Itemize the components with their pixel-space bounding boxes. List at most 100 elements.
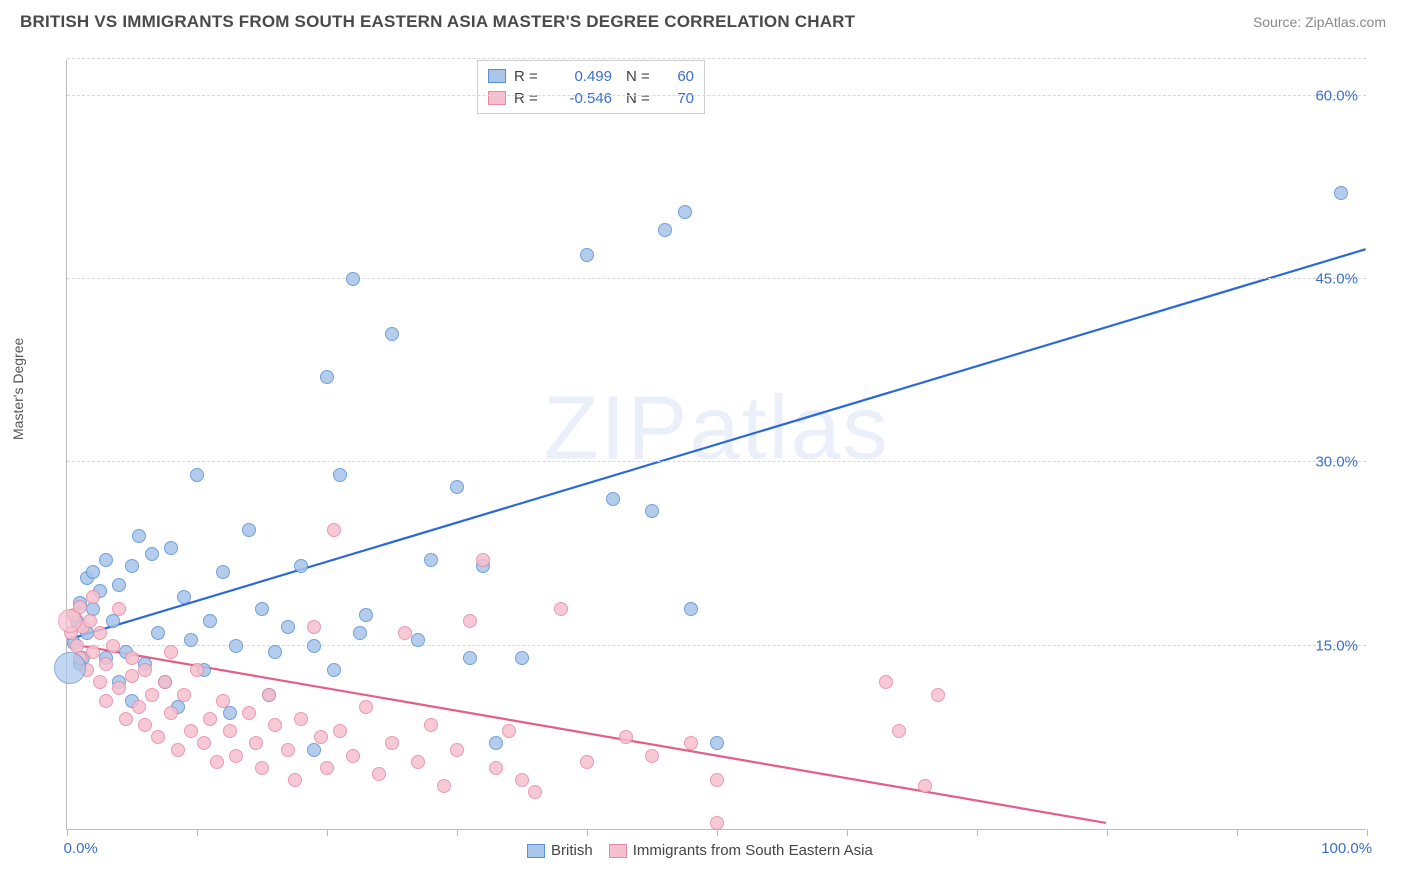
data-point[interactable] (327, 523, 341, 537)
data-point[interactable] (242, 706, 256, 720)
data-point-large[interactable] (58, 609, 82, 633)
data-point[interactable] (158, 675, 172, 689)
data-point[interactable] (255, 761, 269, 775)
data-point[interactable] (372, 767, 386, 781)
data-point[interactable] (83, 614, 97, 628)
data-point[interactable] (320, 370, 334, 384)
data-point[interactable] (645, 749, 659, 763)
data-point[interactable] (249, 736, 263, 750)
data-point[interactable] (307, 620, 321, 634)
source-link[interactable]: ZipAtlas.com (1305, 14, 1386, 30)
data-point[interactable] (203, 712, 217, 726)
data-point[interactable] (125, 669, 139, 683)
data-point[interactable] (710, 773, 724, 787)
data-point[interactable] (710, 816, 724, 830)
data-point[interactable] (99, 657, 113, 671)
data-point[interactable] (210, 755, 224, 769)
data-point[interactable] (327, 663, 341, 677)
data-point[interactable] (138, 718, 152, 732)
data-point[interactable] (931, 688, 945, 702)
data-point[interactable] (86, 645, 100, 659)
data-point[interactable] (314, 730, 328, 744)
data-point[interactable] (359, 700, 373, 714)
data-point[interactable] (489, 736, 503, 750)
data-point[interactable] (229, 749, 243, 763)
data-point[interactable] (190, 468, 204, 482)
data-point[interactable] (229, 639, 243, 653)
data-point[interactable] (294, 559, 308, 573)
data-point[interactable] (281, 743, 295, 757)
data-point[interactable] (502, 724, 516, 738)
data-point[interactable] (658, 223, 672, 237)
data-point[interactable] (554, 602, 568, 616)
data-point[interactable] (489, 761, 503, 775)
data-point[interactable] (151, 626, 165, 640)
data-point[interactable] (112, 602, 126, 616)
data-point[interactable] (164, 541, 178, 555)
data-point[interactable] (112, 681, 126, 695)
data-point[interactable] (132, 529, 146, 543)
data-point[interactable] (346, 749, 360, 763)
data-point[interactable] (333, 724, 347, 738)
data-point[interactable] (99, 553, 113, 567)
data-point[interactable] (463, 614, 477, 628)
data-point[interactable] (190, 663, 204, 677)
data-point[interactable] (216, 694, 230, 708)
data-point[interactable] (268, 645, 282, 659)
data-point[interactable] (93, 675, 107, 689)
legend-item[interactable]: Immigrants from South Eastern Asia (609, 842, 873, 859)
data-point[interactable] (86, 565, 100, 579)
data-point[interactable] (93, 626, 107, 640)
data-point[interactable] (528, 785, 542, 799)
data-point[interactable] (580, 248, 594, 262)
data-point[interactable] (450, 480, 464, 494)
data-point[interactable] (645, 504, 659, 518)
data-point[interactable] (619, 730, 633, 744)
data-point[interactable] (411, 755, 425, 769)
data-point[interactable] (203, 614, 217, 628)
data-point[interactable] (294, 712, 308, 726)
data-point[interactable] (1334, 186, 1348, 200)
data-point-large[interactable] (54, 652, 86, 684)
data-point[interactable] (119, 712, 133, 726)
data-point[interactable] (99, 694, 113, 708)
data-point[interactable] (262, 688, 276, 702)
data-point[interactable] (197, 736, 211, 750)
data-point[interactable] (333, 468, 347, 482)
data-point[interactable] (606, 492, 620, 506)
data-point[interactable] (151, 730, 165, 744)
data-point[interactable] (281, 620, 295, 634)
data-point[interactable] (918, 779, 932, 793)
data-point[interactable] (515, 651, 529, 665)
data-point[interactable] (132, 700, 146, 714)
data-point[interactable] (255, 602, 269, 616)
data-point[interactable] (216, 565, 230, 579)
data-point[interactable] (346, 272, 360, 286)
data-point[interactable] (424, 553, 438, 567)
data-point[interactable] (424, 718, 438, 732)
data-point[interactable] (359, 608, 373, 622)
data-point[interactable] (385, 736, 399, 750)
data-point[interactable] (437, 779, 451, 793)
data-point[interactable] (411, 633, 425, 647)
data-point[interactable] (145, 688, 159, 702)
data-point[interactable] (398, 626, 412, 640)
data-point[interactable] (164, 645, 178, 659)
data-point[interactable] (710, 736, 724, 750)
data-point[interactable] (177, 688, 191, 702)
data-point[interactable] (515, 773, 529, 787)
data-point[interactable] (892, 724, 906, 738)
data-point[interactable] (879, 675, 893, 689)
data-point[interactable] (684, 736, 698, 750)
data-point[interactable] (353, 626, 367, 640)
data-point[interactable] (184, 724, 198, 738)
data-point[interactable] (177, 590, 191, 604)
data-point[interactable] (112, 578, 126, 592)
data-point[interactable] (171, 743, 185, 757)
data-point[interactable] (385, 327, 399, 341)
data-point[interactable] (307, 743, 321, 757)
data-point[interactable] (164, 706, 178, 720)
data-point[interactable] (106, 639, 120, 653)
data-point[interactable] (125, 559, 139, 573)
data-point[interactable] (106, 614, 120, 628)
